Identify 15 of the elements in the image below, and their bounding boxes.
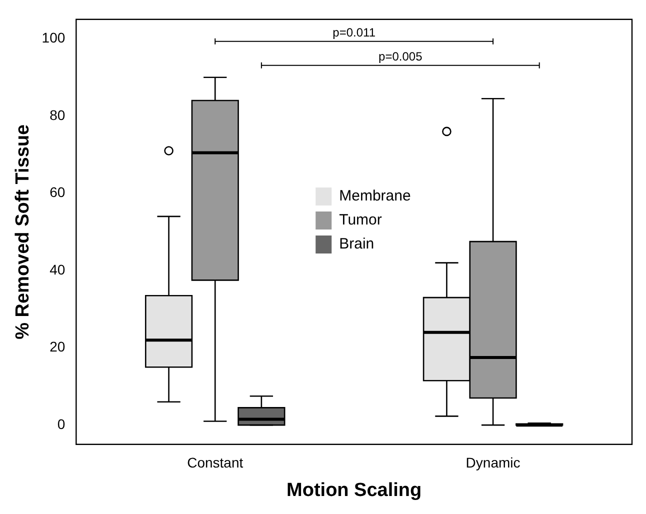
annotation: p=0.011 bbox=[332, 26, 376, 40]
legend-label: Brain bbox=[339, 236, 374, 253]
y-tick-label: 80 bbox=[50, 106, 66, 123]
y-axis-title: % Removed Soft Tissue bbox=[12, 124, 34, 340]
x-tick-label: Dynamic bbox=[466, 454, 520, 471]
legend-label: Membrane bbox=[339, 188, 411, 205]
y-tick-label: 60 bbox=[50, 184, 66, 200]
x-axis-title: Motion Scaling bbox=[286, 480, 422, 501]
y-tick-label: 40 bbox=[50, 261, 66, 278]
y-tick-label: 100 bbox=[42, 30, 66, 46]
y-tick-label: 20 bbox=[50, 338, 66, 355]
y-tick-label: 0 bbox=[57, 416, 66, 432]
legend-label: Tumor bbox=[339, 212, 382, 229]
x-tick-label: Constant bbox=[187, 454, 244, 471]
annotation: p=0.005 bbox=[378, 50, 423, 64]
